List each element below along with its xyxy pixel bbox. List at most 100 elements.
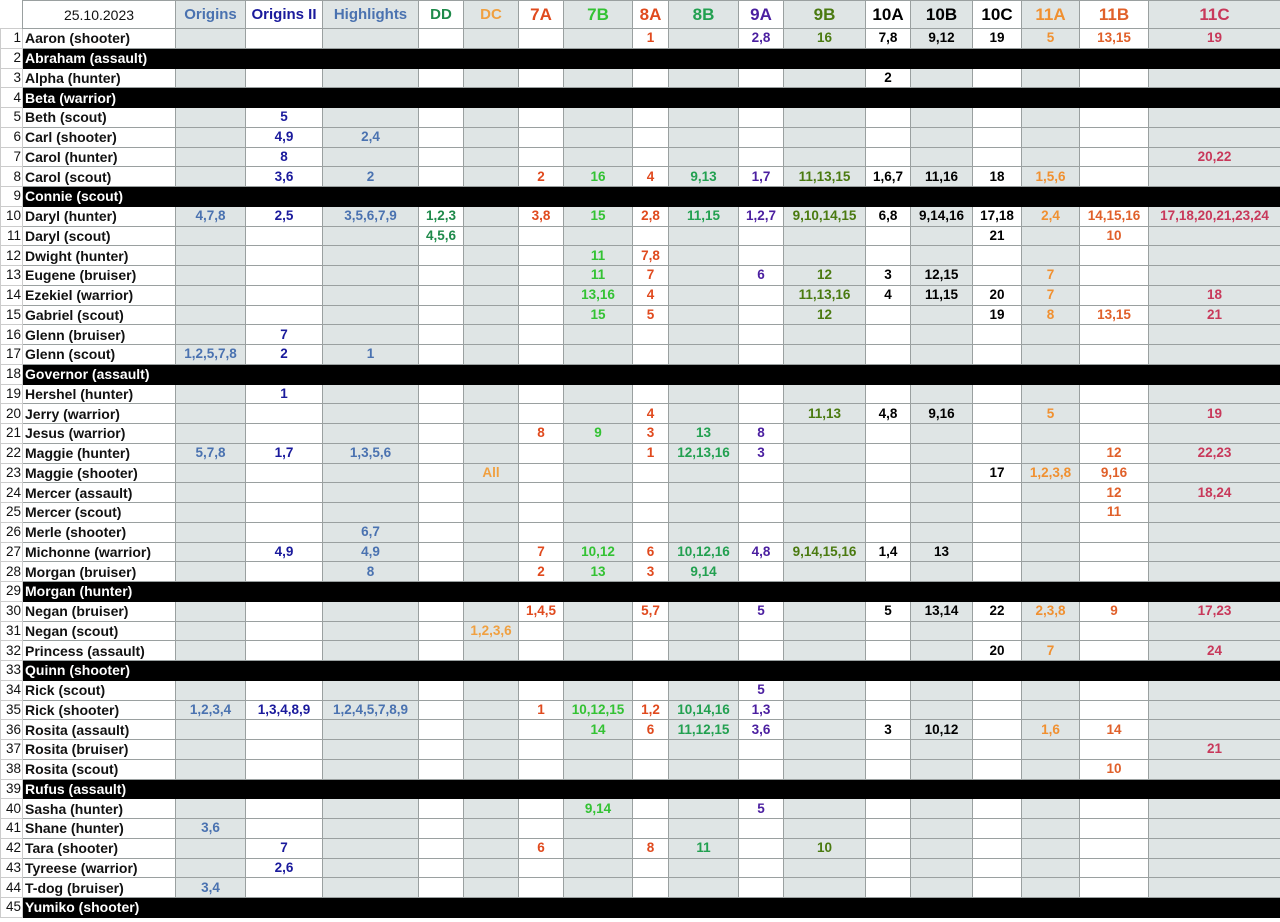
cell-origins[interactable]	[175, 482, 246, 503]
cell-10c[interactable]	[972, 541, 1022, 563]
cell-11a[interactable]	[1021, 126, 1080, 148]
cell-10a[interactable]	[865, 798, 911, 819]
row-number[interactable]: 7	[0, 146, 23, 168]
cell-10b[interactable]	[910, 502, 973, 523]
cell-10a[interactable]	[865, 857, 911, 879]
cell-origins-ii[interactable]	[245, 482, 323, 503]
cell-9a[interactable]: 2,8	[738, 28, 784, 49]
cell-10c[interactable]	[972, 67, 1022, 89]
cell-8b[interactable]	[668, 462, 739, 484]
cell-11a[interactable]	[1021, 739, 1080, 760]
blocked-row-fill[interactable]	[175, 47, 1280, 69]
cell-9a[interactable]	[738, 67, 784, 89]
column-header-11b[interactable]: 11B	[1079, 0, 1149, 29]
cell-11b[interactable]	[1079, 877, 1149, 898]
cell-7a[interactable]	[518, 462, 564, 484]
cell-dd[interactable]	[418, 798, 464, 819]
cell-7a[interactable]: 2	[518, 166, 564, 187]
row-number[interactable]: 34	[0, 679, 23, 701]
cell-8a[interactable]: 3	[632, 561, 669, 582]
cell-9a[interactable]: 5	[738, 679, 784, 701]
cell-10c[interactable]	[972, 818, 1022, 839]
cell-origins[interactable]: 3,6	[175, 818, 246, 839]
cell-7a[interactable]	[518, 502, 564, 523]
cell-7a[interactable]	[518, 719, 564, 740]
cell-8b[interactable]	[668, 324, 739, 345]
cell-10b[interactable]: 12,15	[910, 265, 973, 286]
cell-origins-ii[interactable]	[245, 265, 323, 286]
cell-10b[interactable]	[910, 423, 973, 444]
cell-7a[interactable]	[518, 521, 564, 543]
character-name-cell[interactable]: Princess (assault)	[22, 640, 176, 661]
cell-7b[interactable]	[563, 877, 633, 898]
cell-11c[interactable]	[1148, 462, 1280, 484]
cell-9a[interactable]: 8	[738, 423, 784, 444]
cell-7b[interactable]	[563, 857, 633, 879]
cell-highlights[interactable]: 8	[322, 561, 419, 582]
cell-dc[interactable]	[463, 600, 519, 622]
row-number[interactable]: 35	[0, 699, 23, 721]
column-header-highlights[interactable]: Highlights	[322, 0, 419, 29]
cell-origins[interactable]	[175, 324, 246, 345]
character-name-cell[interactable]: Alpha (hunter)	[22, 67, 176, 89]
cell-9b[interactable]: 10	[783, 837, 866, 859]
cell-9b[interactable]	[783, 344, 866, 365]
blocked-row-fill[interactable]	[175, 87, 1280, 108]
cell-11c[interactable]	[1148, 383, 1280, 405]
character-name-cell[interactable]: Gabriel (scout)	[22, 304, 176, 326]
cell-10a[interactable]	[865, 126, 911, 148]
cell-7b[interactable]	[563, 837, 633, 859]
cell-dd[interactable]	[418, 541, 464, 563]
cell-origins[interactable]	[175, 561, 246, 582]
cell-7b[interactable]	[563, 126, 633, 148]
cell-origins[interactable]	[175, 679, 246, 701]
cell-origins[interactable]	[175, 304, 246, 326]
cell-8a[interactable]	[632, 146, 669, 168]
cell-10c[interactable]	[972, 521, 1022, 543]
cell-dc[interactable]	[463, 166, 519, 187]
cell-10a[interactable]	[865, 699, 911, 721]
cell-10a[interactable]	[865, 837, 911, 859]
cell-origins-ii[interactable]: 3,6	[245, 166, 323, 187]
cell-origins[interactable]	[175, 640, 246, 661]
cell-8b[interactable]	[668, 502, 739, 523]
cell-origins-ii[interactable]	[245, 423, 323, 444]
cell-8a[interactable]: 3	[632, 423, 669, 444]
cell-7b[interactable]	[563, 679, 633, 701]
cell-11b[interactable]: 9	[1079, 600, 1149, 622]
cell-10c[interactable]: 19	[972, 304, 1022, 326]
cell-11a[interactable]	[1021, 798, 1080, 819]
row-number[interactable]: 20	[0, 403, 23, 424]
cell-dd[interactable]	[418, 403, 464, 424]
cell-7a[interactable]	[518, 818, 564, 839]
cell-8b[interactable]	[668, 344, 739, 365]
cell-7b[interactable]	[563, 818, 633, 839]
cell-11b[interactable]: 10	[1079, 225, 1149, 247]
cell-origins-ii[interactable]	[245, 403, 323, 424]
cell-8a[interactable]: 4	[632, 166, 669, 187]
cell-11a[interactable]	[1021, 502, 1080, 523]
cell-11c[interactable]	[1148, 265, 1280, 286]
cell-11a[interactable]	[1021, 699, 1080, 721]
cell-origins[interactable]	[175, 857, 246, 879]
cell-8b[interactable]: 9,14	[668, 561, 739, 582]
cell-origins[interactable]	[175, 541, 246, 563]
cell-7a[interactable]	[518, 640, 564, 661]
cell-10a[interactable]	[865, 739, 911, 760]
cell-dc[interactable]	[463, 719, 519, 740]
cell-8b[interactable]: 10,12,16	[668, 541, 739, 563]
cell-9b[interactable]: 11,13,16	[783, 284, 866, 306]
cell-10b[interactable]	[910, 798, 973, 819]
cell-10a[interactable]	[865, 324, 911, 345]
cell-8a[interactable]	[632, 482, 669, 503]
row-number[interactable]: 26	[0, 521, 23, 543]
cell-8a[interactable]: 7,8	[632, 245, 669, 266]
cell-11c[interactable]	[1148, 818, 1280, 839]
cell-7b[interactable]	[563, 107, 633, 128]
cell-8b[interactable]: 11,15	[668, 205, 739, 227]
cell-9a[interactable]: 3	[738, 442, 784, 464]
cell-9b[interactable]	[783, 739, 866, 760]
character-name-cell[interactable]: Yumiko (shooter)	[22, 897, 176, 918]
cell-10a[interactable]	[865, 245, 911, 266]
cell-highlights[interactable]	[322, 857, 419, 879]
